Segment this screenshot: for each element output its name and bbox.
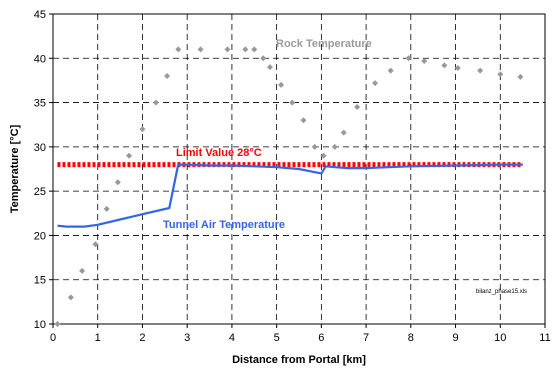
y-tick-label: 10 [34, 319, 46, 331]
rock-temperature-point [242, 46, 249, 53]
y-axis-title: Temperature [°C] [9, 124, 21, 213]
rock-temperature-point [103, 205, 110, 212]
y-tick-label: 45 [34, 9, 46, 21]
x-tick-label: 6 [318, 332, 324, 344]
rock-temperature-point [224, 46, 231, 53]
x-tick-label: 8 [408, 332, 414, 344]
rock-temperature-point [54, 321, 61, 327]
x-tick-label: 10 [494, 332, 506, 344]
rock-temperature-point [331, 143, 338, 150]
rock-temperature-point [266, 64, 273, 71]
rock-temperature-point [197, 46, 204, 53]
rock-temperature-point [251, 46, 258, 53]
y-tick-label: 20 [34, 230, 46, 242]
y-tick-labels: 10 15 20 25 30 35 40 45 [34, 9, 53, 331]
x-tick-label: 9 [452, 332, 458, 344]
rock-temperature-point [152, 99, 159, 106]
rock-temperature-point [454, 65, 461, 72]
rock-temperature-point [92, 241, 99, 248]
rock-temperature-point [320, 152, 327, 159]
y-tick-label: 25 [34, 186, 46, 198]
rock-temperature-point [260, 55, 267, 62]
rock-temperature-point [126, 152, 133, 159]
rock-temperature-point [278, 81, 285, 88]
x-tick-labels: 0 1 2 3 4 5 6 7 8 9 10 11 [50, 324, 551, 344]
file-note: bilanz_phase15.xls [476, 289, 527, 295]
rock-temperature-point [79, 267, 86, 274]
rock-temperature-point [311, 143, 318, 150]
rock-temperature-point [340, 129, 347, 136]
x-tick-label: 11 [539, 332, 550, 344]
x-tick-label: 0 [50, 332, 56, 344]
tunnel-air-temperature-line [57, 163, 523, 228]
rock-temperature-point [497, 71, 504, 78]
gridlines [53, 14, 545, 324]
y-tick-label: 40 [34, 53, 46, 65]
x-tick-label: 7 [363, 332, 369, 344]
x-tick-label: 1 [95, 332, 101, 344]
rock-temperature-point [387, 67, 394, 74]
rock-temperature-point [421, 57, 428, 64]
rock-temperature-point [300, 117, 307, 124]
x-tick-label: 5 [274, 332, 280, 344]
x-tick-label: 3 [184, 332, 190, 344]
rock-temperature-point [354, 104, 361, 110]
tunnel-air-temperature-series [57, 163, 523, 228]
y-tick-label: 30 [34, 142, 46, 154]
rock-temperature-point [405, 55, 412, 62]
rock-temperature-label: Rock Temperature [276, 38, 372, 50]
rock-temperature-point [477, 67, 484, 74]
y-tick-label: 15 [34, 275, 46, 287]
x-tick-label: 4 [229, 332, 235, 344]
rock-temperature-point [67, 294, 74, 301]
rock-temperature-point [114, 179, 121, 186]
rock-temperature-point [289, 99, 296, 106]
rock-temperature-point [175, 46, 182, 53]
rock-temperature-point [139, 126, 146, 133]
rock-temperature-series [54, 46, 524, 327]
tunnel-air-temperature-label: Tunnel Air Temperature [163, 219, 285, 231]
y-tick-label: 35 [34, 98, 46, 110]
limit-value-label: Limit Value 28°C [176, 147, 262, 159]
rock-temperature-point [517, 73, 524, 80]
rock-temperature-point [164, 73, 171, 79]
x-tick-label: 2 [139, 332, 145, 344]
x-axis-title: Distance from Portal [km] [232, 354, 366, 366]
rock-temperature-point [372, 80, 379, 87]
rock-temperature-point [441, 62, 448, 69]
